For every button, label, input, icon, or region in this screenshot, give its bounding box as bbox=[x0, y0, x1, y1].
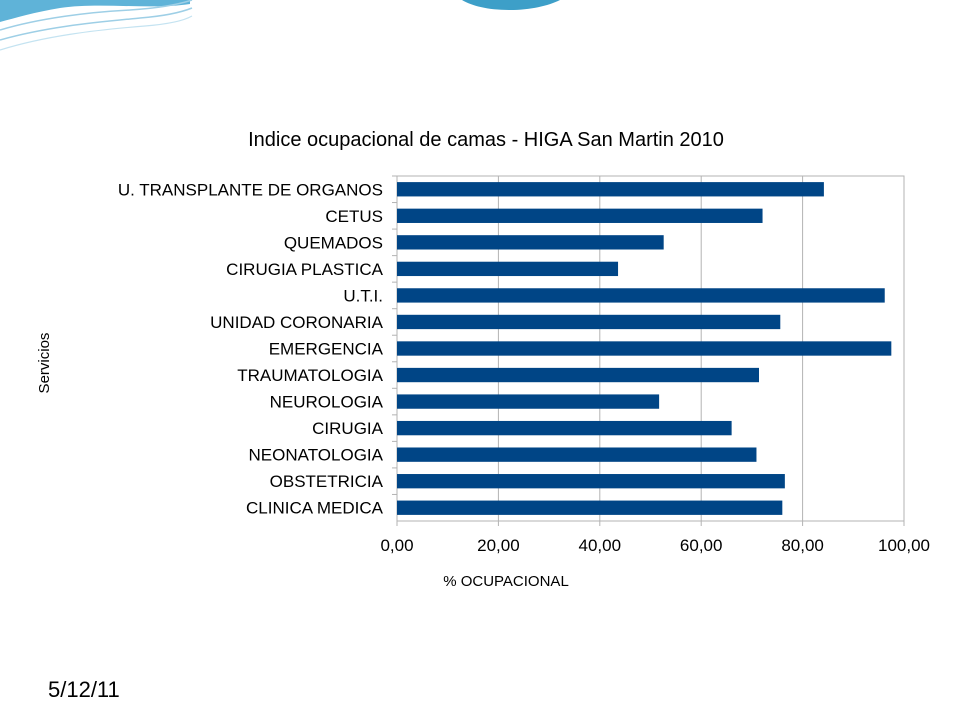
x-axis-label: % OCUPACIONAL bbox=[443, 573, 569, 590]
x-tick-labels: 0,00 20,00 40,00 60,00 80,00 100,00 bbox=[380, 536, 930, 555]
x-tick-label: 0,00 bbox=[380, 536, 413, 555]
bar bbox=[397, 288, 885, 303]
wave-left-line-2 bbox=[0, 7, 193, 41]
category-label: TRAUMATOLOGIA bbox=[237, 366, 383, 385]
x-tick-label: 20,00 bbox=[477, 536, 520, 555]
bars bbox=[392, 175, 892, 515]
wave-left-line-1 bbox=[0, 0, 193, 31]
category-label: QUEMADOS bbox=[284, 233, 383, 252]
bar bbox=[397, 447, 757, 462]
category-label: U.T.I. bbox=[343, 286, 383, 305]
bar bbox=[397, 367, 759, 383]
bar bbox=[397, 314, 781, 330]
wave-left-fill bbox=[0, 0, 190, 22]
slide-date: 5/12/11 bbox=[48, 677, 120, 702]
category-label: CLINICA MEDICA bbox=[246, 499, 384, 518]
bar bbox=[397, 341, 892, 356]
category-label: OBSTETRICIA bbox=[270, 472, 384, 491]
bar bbox=[397, 235, 664, 250]
bar bbox=[397, 500, 783, 515]
x-tick-label: 80,00 bbox=[781, 536, 824, 555]
wave-left-line-3 bbox=[0, 15, 193, 51]
category-label: NEUROLOGIA bbox=[270, 393, 384, 412]
category-label: NEONATOLOGIA bbox=[249, 446, 384, 465]
category-labels: U. TRANSPLANTE DE ORGANOS CETUS QUEMADOS CI… bbox=[118, 180, 384, 517]
category-label: U. TRANSPLANTE DE ORGANOS bbox=[118, 180, 383, 199]
category-label: CIRUGIA bbox=[312, 419, 384, 438]
x-tick-label: 40,00 bbox=[579, 536, 622, 555]
bar bbox=[397, 208, 763, 223]
bar bbox=[397, 261, 619, 277]
category-label: UNIDAD CORONARIA bbox=[210, 313, 384, 332]
x-tick-label: 100,00 bbox=[878, 536, 930, 555]
category-label: EMERGENCIA bbox=[269, 340, 384, 359]
chart-title: Indice ocupacional de camas - HIGA San M… bbox=[248, 129, 724, 151]
category-label: CIRUGIA PLASTICA bbox=[226, 260, 383, 279]
bar-chart: Indice ocupacional de camas - HIGA San M… bbox=[36, 129, 930, 590]
wave-center-fill bbox=[462, 0, 560, 10]
y-axis-label: Servicios bbox=[36, 333, 53, 394]
category-label: CETUS bbox=[325, 207, 383, 226]
header-wave-decoration bbox=[0, 0, 560, 51]
bar bbox=[397, 182, 824, 197]
bar bbox=[397, 394, 660, 409]
x-tick-label: 60,00 bbox=[680, 536, 723, 555]
bar bbox=[397, 474, 785, 489]
bar bbox=[397, 420, 732, 436]
